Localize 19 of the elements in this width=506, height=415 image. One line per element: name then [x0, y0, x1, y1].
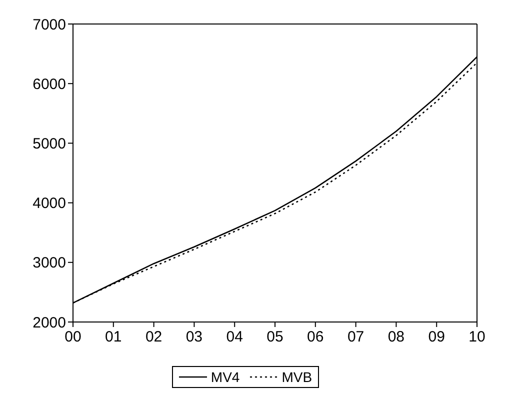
x-tick-label: 03: [186, 328, 203, 346]
y-tick-label: 7000: [32, 16, 66, 34]
x-tick-label: 10: [468, 328, 486, 346]
x-tick-label: 02: [145, 328, 162, 346]
y-tick-label: 3000: [32, 254, 66, 272]
y-tick-label: 6000: [32, 76, 66, 93]
y-tick-label: 5000: [32, 136, 66, 153]
x-tick-label: 09: [428, 328, 445, 346]
x-tick-label: 06: [307, 328, 324, 346]
x-tick-label: 08: [388, 328, 405, 346]
y-tick-label: 2000: [32, 314, 66, 332]
x-tick-label: 04: [226, 328, 243, 346]
legend-label: MVB: [282, 369, 312, 385]
x-tick-label: 00: [64, 328, 82, 346]
y-tick-label: 4000: [32, 195, 66, 212]
x-tick-label: 05: [266, 328, 284, 346]
x-tick-label: 01: [105, 328, 122, 346]
legend-label: MV4: [210, 369, 240, 385]
x-tick-label: 07: [347, 328, 364, 346]
